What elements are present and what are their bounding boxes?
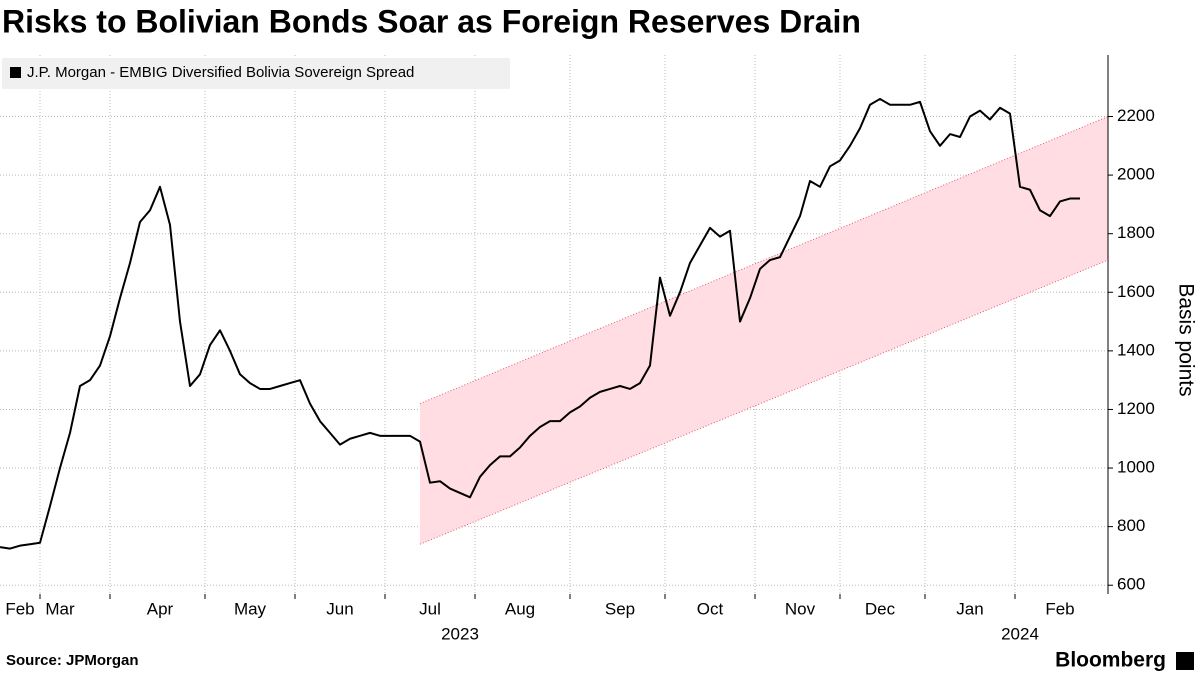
x-tick-label: Nov xyxy=(785,599,816,618)
chart-title: Risks to Bolivian Bonds Soar as Foreign … xyxy=(2,3,861,39)
y-tick-label: 800 xyxy=(1117,516,1145,535)
year-label: 2024 xyxy=(1001,624,1039,643)
year-label: 2023 xyxy=(441,624,479,643)
y-tick-label: 1800 xyxy=(1117,223,1155,242)
x-tick-label: Aug xyxy=(505,599,535,618)
y-tick-label: 1000 xyxy=(1117,458,1155,477)
legend-swatch xyxy=(10,67,21,78)
x-tick-label: Jun xyxy=(326,599,353,618)
x-tick-label: Oct xyxy=(697,599,724,618)
y-tick-label: 1600 xyxy=(1117,282,1155,301)
band-upper-edge xyxy=(419,116,1109,405)
y-tick-label: 2200 xyxy=(1117,106,1155,125)
series-line xyxy=(0,97,1080,550)
x-tick-label: Apr xyxy=(147,599,174,618)
legend-label: J.P. Morgan - EMBIG Diversified Bolivia … xyxy=(27,64,414,81)
x-tick-label: Mar xyxy=(45,599,75,618)
brand-icon xyxy=(1176,652,1194,670)
x-tick-label: Sep xyxy=(605,599,635,618)
band-lower-edge xyxy=(419,259,1109,545)
y-tick-label: 600 xyxy=(1117,575,1145,594)
y-tick-label: 1200 xyxy=(1117,399,1155,418)
x-tick-label: Jul xyxy=(419,599,441,618)
legend-box xyxy=(2,58,510,89)
x-tick-label: Dec xyxy=(865,599,896,618)
source: Source: JPMorgan xyxy=(6,652,139,669)
x-tick-label: Feb xyxy=(1045,599,1074,618)
x-tick-label: May xyxy=(234,599,267,618)
y-axis-label: Basis points xyxy=(1174,283,1197,396)
x-tick-label: Feb xyxy=(5,599,34,618)
y-tick-label: 2000 xyxy=(1117,165,1155,184)
brand: Bloomberg xyxy=(1055,649,1166,672)
y-tick-label: 1400 xyxy=(1117,340,1155,359)
trend-band xyxy=(420,116,1108,545)
x-tick-label: Jan xyxy=(956,599,983,618)
